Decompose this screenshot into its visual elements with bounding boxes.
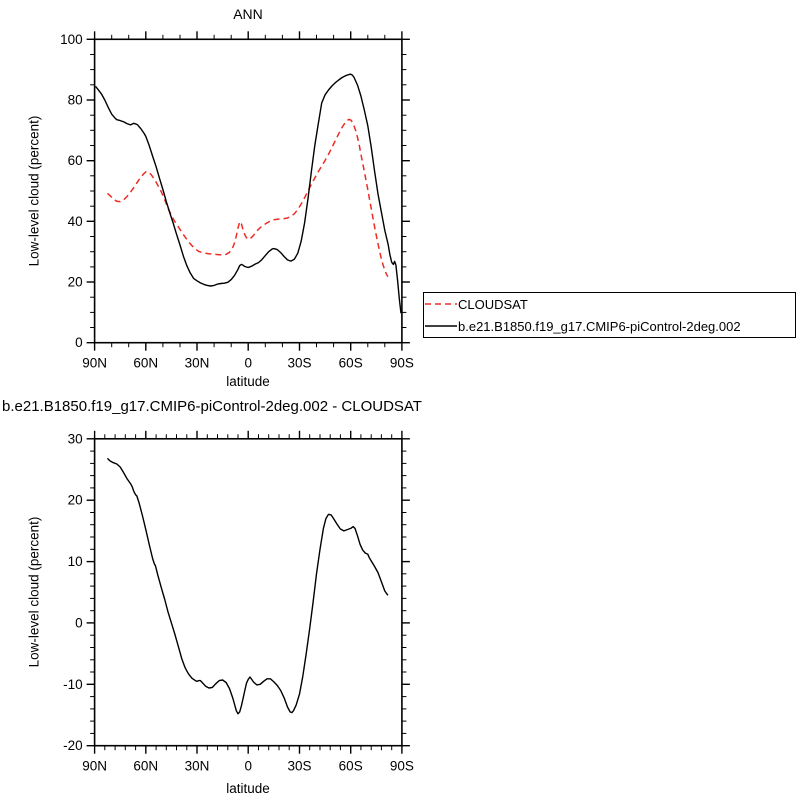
ann-chart-xaxis-label: latitude bbox=[226, 374, 270, 389]
difference-chart-x-tick-label: 60S bbox=[339, 759, 363, 774]
ann-chart-x-tick-label: 30S bbox=[287, 356, 311, 371]
difference-chart-y-tick-label: -10 bbox=[63, 677, 83, 692]
legend-label-model: b.e21.B1850.f19_g17.CMIP6-piControl-2deg… bbox=[458, 318, 741, 334]
ann-chart-x-tick-label: 90S bbox=[390, 356, 414, 371]
difference-chart-y-tick-label: -20 bbox=[63, 738, 83, 753]
legend-row-cloudsat: CLOUDSAT bbox=[424, 293, 795, 315]
ann-chart-title: ANN bbox=[233, 6, 263, 22]
ann-chart-y-tick-label: 60 bbox=[68, 153, 83, 168]
difference-chart-x-tick-label: 60N bbox=[133, 759, 158, 774]
difference-chart-x-tick-label: 90S bbox=[390, 759, 414, 774]
ann-chart-frame bbox=[93, 38, 403, 344]
ann-chart-x-tick-label: 60N bbox=[133, 356, 158, 371]
difference-chart-y-tick-label: 30 bbox=[68, 431, 83, 446]
ann-chart-yaxis-label: Low-level cloud (percent) bbox=[26, 115, 42, 267]
ann-chart-y-tick-label: 80 bbox=[68, 93, 83, 108]
difference-chart-x-tick-label: 0 bbox=[244, 759, 252, 774]
difference-chart-x-tick-label: 30N bbox=[185, 759, 210, 774]
difference-curve bbox=[106, 457, 389, 715]
difference-chart-title: b.e21.B1850.f19_g17.CMIP6-piControl-2deg… bbox=[2, 398, 422, 415]
legend-label-cloudsat: CLOUDSAT bbox=[458, 296, 528, 312]
ann-chart-y-tick-label: 100 bbox=[60, 32, 83, 47]
cloudsat-line-sample bbox=[425, 303, 457, 305]
ann-chart-y-tick-label: 20 bbox=[68, 275, 83, 290]
difference-chart-yaxis-label: Low-level cloud (percent) bbox=[26, 516, 42, 668]
ann-chart-x-tick-label: 0 bbox=[244, 356, 252, 371]
difference-chart-y-tick-label: 10 bbox=[68, 554, 83, 569]
ann-chart-y-tick-label: 0 bbox=[75, 335, 83, 350]
difference-chart-y-tick-label: 20 bbox=[68, 493, 83, 508]
difference-chart-x-tick-label: 90N bbox=[82, 759, 107, 774]
difference-chart-frame bbox=[93, 437, 403, 747]
ann-chart-y-tick-label: 40 bbox=[68, 214, 83, 229]
difference-chart-x-tick-label: 30S bbox=[287, 759, 311, 774]
ann-chart-x-tick-label: 30N bbox=[185, 356, 210, 371]
ann-chart-x-tick-label: 60S bbox=[339, 356, 363, 371]
ann-chart-x-tick-label: 90N bbox=[82, 356, 107, 371]
difference-chart-xaxis-label: latitude bbox=[226, 781, 270, 796]
model-curve bbox=[94, 73, 402, 314]
model-line-sample bbox=[425, 325, 457, 327]
cloudsat-curve bbox=[106, 118, 389, 278]
difference-chart-y-tick-label: 0 bbox=[75, 615, 83, 630]
legend: CLOUDSAT b.e21.B1850.f19_g17.CMIP6-piCon… bbox=[423, 292, 796, 338]
legend-row-model: b.e21.B1850.f19_g17.CMIP6-piControl-2deg… bbox=[424, 315, 795, 337]
